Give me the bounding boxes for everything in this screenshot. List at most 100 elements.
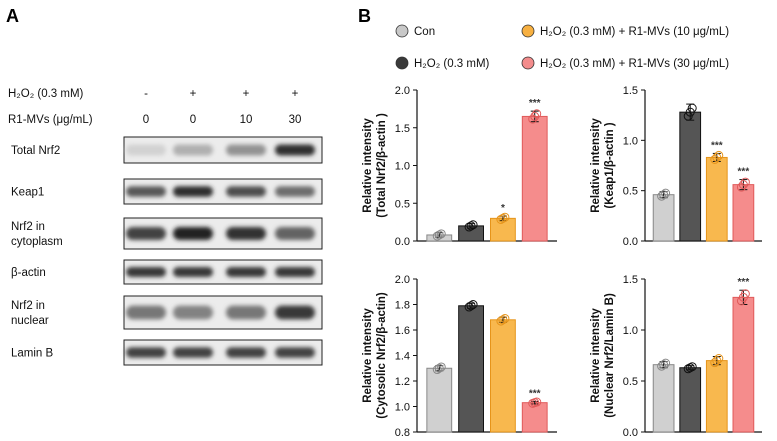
blot-band <box>275 266 315 278</box>
data-point <box>498 213 508 223</box>
significance-label: *** <box>738 167 750 178</box>
bar <box>490 319 516 433</box>
data-point <box>532 397 542 407</box>
blot-label: Nrf2 in nuclear <box>11 300 49 327</box>
data-point <box>434 363 444 373</box>
y-tick-label: 2.0 <box>395 85 410 97</box>
y-tick-label: 1.0 <box>395 161 410 173</box>
data-point <box>530 111 540 121</box>
blot-band <box>126 226 166 241</box>
panel-b-letter: B <box>358 6 371 26</box>
bar <box>521 115 548 242</box>
data-point <box>714 150 724 160</box>
significance-label: * <box>501 203 505 214</box>
data-point <box>532 109 542 119</box>
significance-label: *** <box>711 140 723 151</box>
blot-band <box>226 266 266 278</box>
legend-swatch <box>395 56 409 70</box>
y-tick-label: 1.6 <box>395 325 410 337</box>
data-point <box>436 362 446 372</box>
y-tick-label: 1.2 <box>395 376 410 388</box>
significance-label: *** <box>529 98 541 109</box>
y-axis-label: Relative intensity (Cytosolic Nrf2/β-acti… <box>362 292 388 419</box>
blot-band <box>275 347 315 358</box>
blot-label: Keap1 <box>11 187 44 199</box>
blot-band <box>173 144 213 156</box>
bar <box>652 194 675 242</box>
treatment-value: 10 <box>240 114 253 126</box>
legend-label: H₂O₂ (0.3 mM) + R1-MVs (10 μg/mL) <box>540 26 729 38</box>
data-point <box>687 103 697 113</box>
data-point <box>659 190 669 200</box>
legend-label: H₂O₂ (0.3 mM) + R1-MVs (30 μg/mL) <box>540 58 729 70</box>
treatment-value: + <box>292 88 299 100</box>
data-point <box>436 229 446 239</box>
panel-a-letter: A <box>6 6 19 26</box>
blot-band <box>226 347 266 358</box>
y-tick-label: 0.5 <box>395 198 410 210</box>
blot-band <box>126 266 166 278</box>
blot-band <box>173 186 213 197</box>
y-tick-label: 1.8 <box>395 300 410 312</box>
blot-band <box>226 305 266 320</box>
data-point <box>712 152 722 162</box>
data-point <box>738 180 748 190</box>
bar <box>679 367 702 433</box>
treatment-value: 30 <box>289 114 302 126</box>
blot-band <box>126 347 166 358</box>
data-point <box>685 363 695 373</box>
y-axis-label: Relative intensity (Nuclear Nrf2/Lamin B) <box>590 293 616 418</box>
bar-charts: 0.0 0.5 1.0 1.5 2.0 Relative intensity (Total … <box>362 85 762 439</box>
y-tick-label: 1.0 <box>395 402 410 414</box>
blot-band <box>173 266 213 278</box>
data-point <box>659 360 669 370</box>
legend-label: Con <box>414 26 435 38</box>
data-point <box>498 315 508 325</box>
bar <box>705 360 728 433</box>
data-point <box>466 301 476 311</box>
bar <box>458 305 485 433</box>
data-point <box>500 314 510 324</box>
treatment-value: 0 <box>143 114 149 126</box>
blot-band <box>173 305 213 320</box>
data-point <box>661 358 671 368</box>
bar <box>705 156 728 242</box>
bar-chart-4: 0.0 0.5 1.0 1.5 Relative intensity (Nuclear N… <box>590 274 762 439</box>
blot-band <box>275 144 315 156</box>
treatment-label: R1-MVs (μg/mL) <box>8 114 93 126</box>
data-point <box>712 356 722 366</box>
data-point <box>661 188 671 198</box>
legend-label: H₂O₂ (0.3 mM) <box>414 58 490 70</box>
blot-band <box>275 226 315 241</box>
data-point <box>434 230 444 240</box>
blot-band <box>226 226 266 241</box>
y-tick-label: 0.0 <box>395 236 410 248</box>
blot-label: Lamin B <box>11 348 54 360</box>
treatment-value: + <box>190 88 197 100</box>
y-tick-label: 1.0 <box>623 135 638 147</box>
legend-swatch <box>521 56 535 70</box>
bar <box>426 367 453 433</box>
bar-chart-2: 0.0 0.5 1.0 1.5 Relative intensity (Keap1/β-a… <box>590 85 762 248</box>
blot-band <box>275 186 315 197</box>
treatment-label: H₂O₂ (0.3 mM) <box>8 88 84 100</box>
data-point <box>740 289 750 299</box>
data-point <box>468 220 478 230</box>
blot-band <box>226 186 266 197</box>
treatment-value: + <box>243 88 250 100</box>
blot-label: Nrf2 in cytoplasm <box>11 221 63 248</box>
y-tick-label: 0.0 <box>623 236 638 248</box>
data-point <box>714 354 724 364</box>
y-tick-label: 0.8 <box>395 427 410 439</box>
bar <box>732 296 755 433</box>
y-tick-label: 1.4 <box>395 351 410 363</box>
blot-band <box>275 305 315 320</box>
treatment-value: - <box>144 88 148 100</box>
bar-chart-3: 0.8 1.0 1.2 1.4 1.6 1.8 2.0 Relative intensity(… <box>362 274 557 439</box>
data-point <box>687 362 697 372</box>
y-tick-label: 0.0 <box>623 427 638 439</box>
legend-swatch <box>395 24 409 38</box>
bar <box>490 217 516 242</box>
y-tick-label: 1.5 <box>395 123 410 135</box>
y-tick-label: 0.5 <box>623 376 638 388</box>
